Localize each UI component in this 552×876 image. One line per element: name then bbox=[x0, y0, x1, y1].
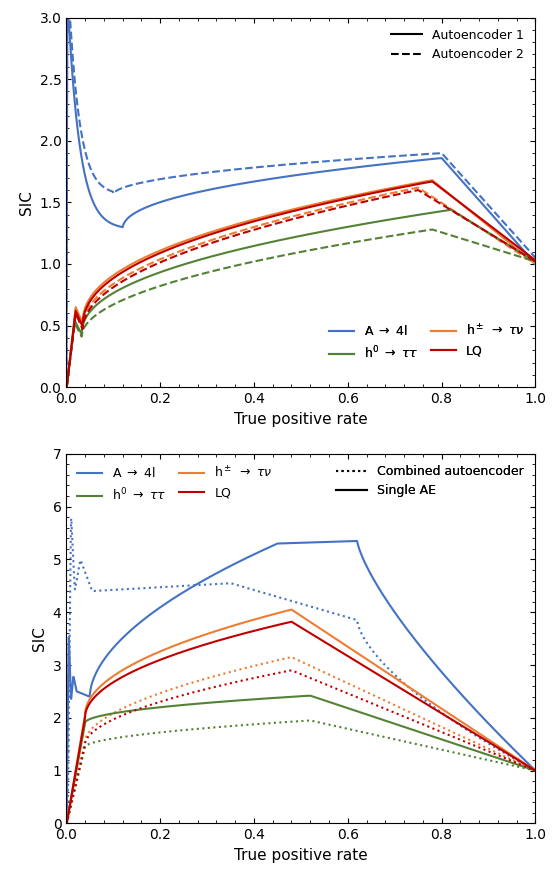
Y-axis label: SIC: SIC bbox=[19, 190, 34, 215]
X-axis label: True positive rate: True positive rate bbox=[234, 412, 368, 427]
Y-axis label: SIC: SIC bbox=[32, 626, 47, 651]
X-axis label: True positive rate: True positive rate bbox=[234, 848, 368, 863]
Legend: Combined autoencoder, Single AE: Combined autoencoder, Single AE bbox=[331, 460, 529, 502]
Legend: A $\rightarrow$ 4l, h$^0$ $\rightarrow$ $\tau\tau$, h$^\pm$ $\rightarrow$ $\tau\: A $\rightarrow$ 4l, h$^0$ $\rightarrow$ … bbox=[323, 318, 529, 366]
